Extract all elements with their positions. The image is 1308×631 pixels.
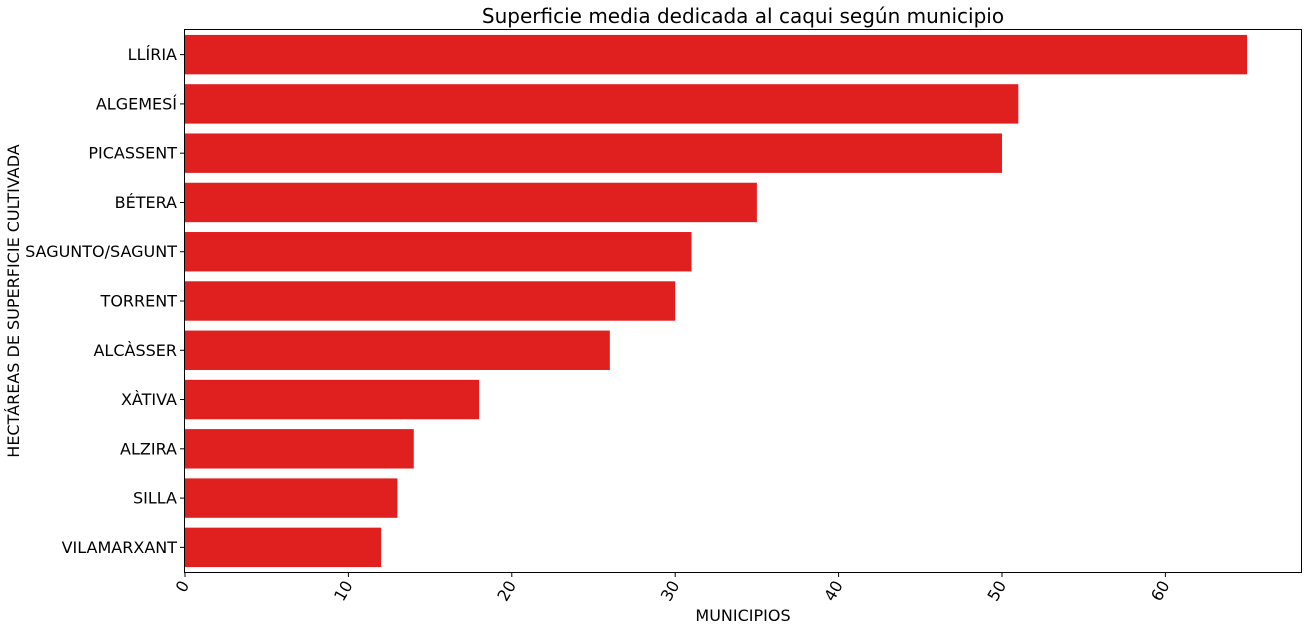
x-tick-label: 20 — [493, 577, 520, 604]
bar-alc-sser — [185, 330, 610, 370]
y-tick-label: PICASSENT — [88, 144, 177, 163]
y-tick-label: LLÍRIA — [128, 45, 177, 64]
x-tick-label: 50 — [984, 577, 1011, 604]
bar-torrent — [185, 281, 676, 321]
bar-ll-ria — [185, 34, 1248, 75]
x-axis-label: MUNICIPIOS — [695, 606, 790, 625]
bar-vilamarxant — [185, 527, 382, 568]
x-tick-label: 30 — [657, 577, 684, 604]
x-tick-labels: 0 10 20 30 40 50 60 — [172, 572, 1174, 604]
y-tick-label: XÀTIVA — [121, 390, 177, 409]
y-tick-label: ALZIRA — [120, 439, 177, 458]
x-tick-label: 10 — [330, 577, 357, 604]
x-tick-label: 40 — [820, 577, 847, 604]
bar-alzira — [185, 429, 414, 469]
chart-title: Superficie media dedicada al caqui según… — [482, 4, 1004, 28]
y-tick-label: VILAMARXANT — [62, 538, 178, 557]
y-tick-label: ALCÀSSER — [93, 341, 177, 360]
bar-x-tiva — [185, 379, 480, 420]
y-tick-label: TORRENT — [100, 292, 178, 311]
y-tick-label: ALGEMESÍ — [96, 94, 177, 113]
y-tick-label: SAGUNTO/SAGUNT — [25, 242, 177, 261]
x-tick-label: 0 — [172, 577, 194, 595]
bars-group — [185, 34, 1248, 568]
bar-sagunto-sagunt — [185, 232, 692, 272]
plot-frame — [184, 29, 1302, 573]
bar-b-tera — [185, 182, 757, 223]
y-tick-label: BÉTERA — [115, 193, 177, 212]
y-axis-label: HECTÁREAS DE SUPERFICIE CULTIVADA — [4, 144, 23, 457]
bar-picassent — [185, 133, 1002, 173]
y-tick-labels: LLÍRIA ALGEMESÍ PICASSENT BÉTERA SAGUNTO/SAG… — [25, 45, 185, 557]
y-tick-label: SILLA — [133, 489, 177, 508]
bar-algemes- — [185, 84, 1019, 124]
bar-silla — [185, 478, 398, 518]
x-tick-label: 60 — [1147, 577, 1174, 604]
